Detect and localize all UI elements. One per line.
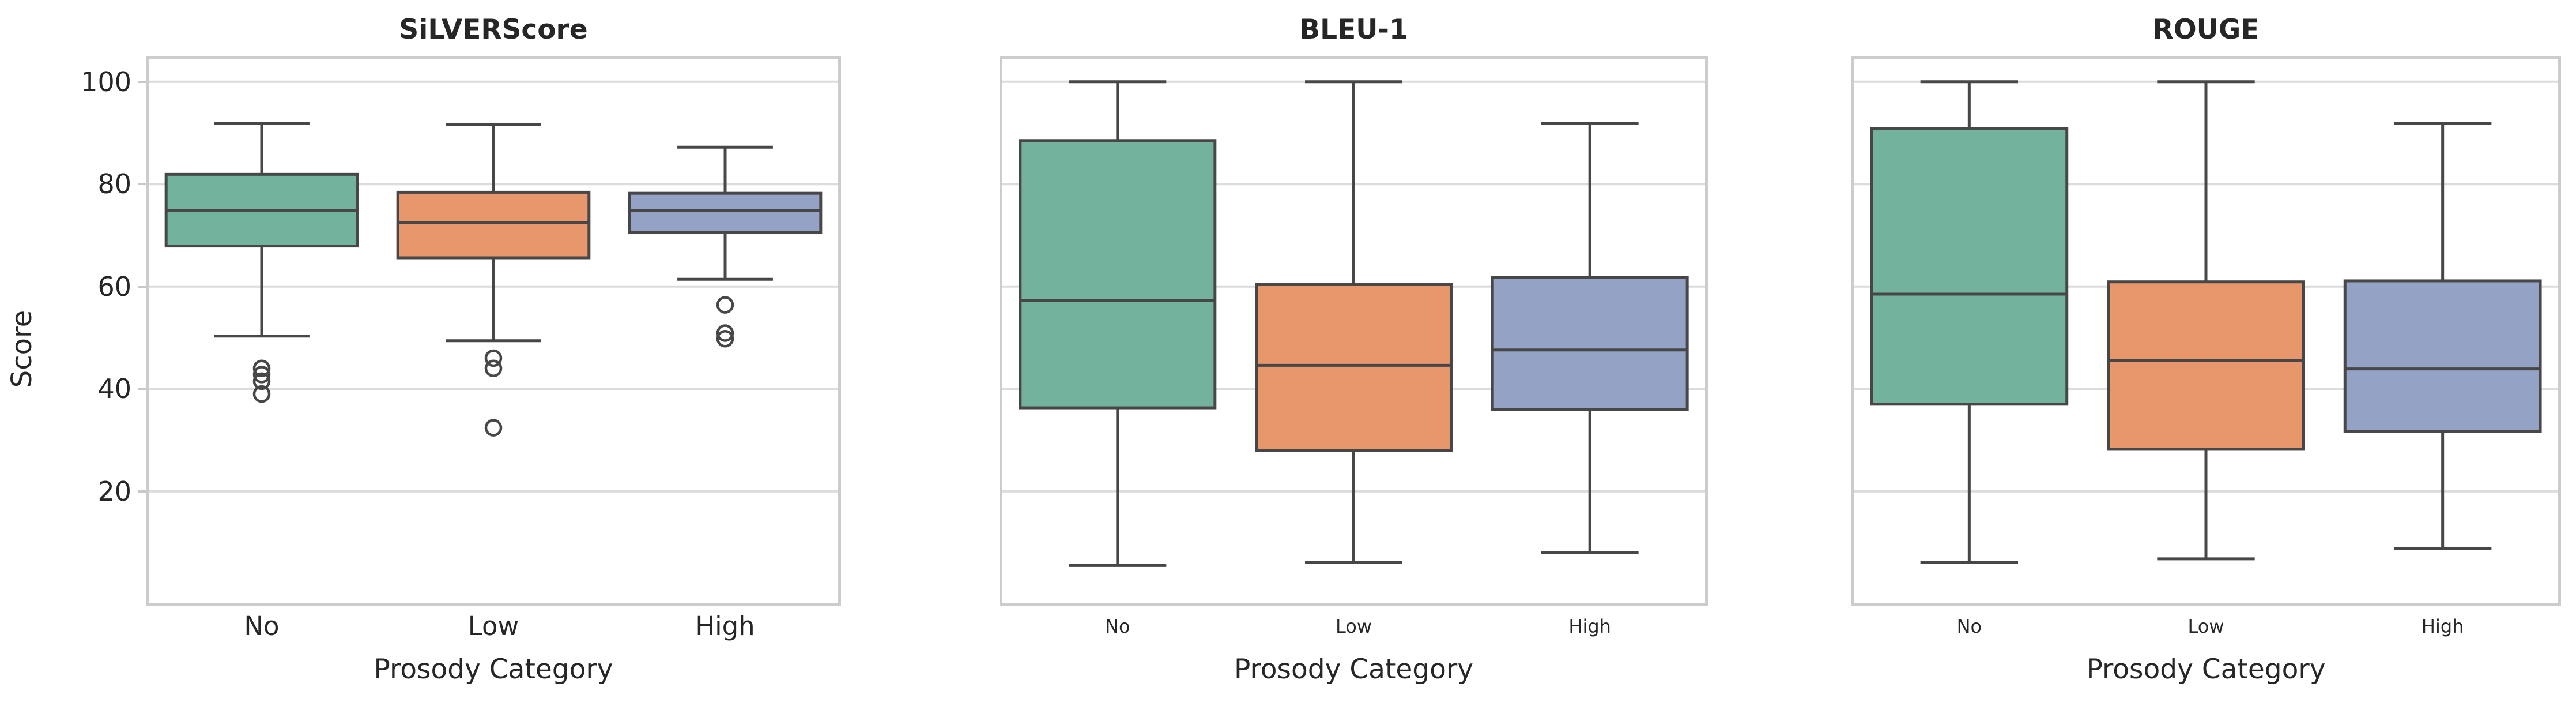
y-tick-label: 40 <box>97 373 131 405</box>
outlier-point <box>252 385 271 403</box>
y-tick-mark <box>138 490 146 493</box>
x-tick-label: Low <box>2187 615 2224 637</box>
outlier-point <box>252 359 271 377</box>
box-high <box>628 191 823 235</box>
y-tick-mark <box>138 183 146 186</box>
x-axis-label-silverscore: Prosody Category <box>374 654 613 685</box>
x-tick-label: No <box>244 611 280 641</box>
box-no <box>1870 127 2069 406</box>
axes-spines <box>146 56 841 606</box>
y-tick-label: 80 <box>97 168 131 200</box>
subplot-title-bleu1: BLEU-1 <box>1299 14 1408 46</box>
y-tick-mark <box>138 388 146 390</box>
axes-spines <box>1000 56 1708 606</box>
outlier-point <box>484 419 503 437</box>
plot-area-bleu1 <box>1000 56 1708 606</box>
box-low <box>2107 280 2305 451</box>
outlier-point <box>252 366 271 384</box>
plot-area-silverscore <box>146 56 841 606</box>
box-high <box>1491 276 1689 411</box>
box-no <box>1019 139 1217 410</box>
y-axis-label: Score <box>6 310 38 388</box>
box-high <box>2343 279 2542 433</box>
outlier-point <box>484 349 503 367</box>
x-tick-label: Low <box>1335 615 1372 637</box>
x-tick-label: Low <box>467 611 519 641</box>
x-tick-label: No <box>1956 615 1982 637</box>
outlier-point <box>716 329 734 348</box>
axes-spines <box>1851 56 2561 606</box>
outlier-point <box>252 372 271 390</box>
x-tick-label: No <box>1105 615 1130 637</box>
box-low <box>1255 283 1453 452</box>
y-tick-label: 60 <box>97 271 131 302</box>
x-axis-label-bleu1: Prosody Category <box>1234 654 1474 685</box>
x-axis-label-rouge: Prosody Category <box>2086 654 2326 685</box>
y-tick-label: 20 <box>97 475 131 507</box>
outlier-point <box>716 296 734 314</box>
outlier-point <box>716 324 734 342</box>
y-tick-mark <box>138 285 146 288</box>
x-tick-label: High <box>1568 615 1611 637</box>
y-tick-mark <box>138 80 146 83</box>
x-tick-label: High <box>695 611 755 641</box>
subplot-title-rouge: ROUGE <box>2152 14 2260 46</box>
subplot-title-silverscore: SiLVERScore <box>399 14 588 46</box>
x-tick-label: High <box>2421 615 2464 637</box>
box-low <box>396 190 591 260</box>
outlier-point <box>484 359 503 377</box>
plot-area-rouge <box>1851 56 2561 606</box>
y-tick-label: 100 <box>81 66 131 97</box>
